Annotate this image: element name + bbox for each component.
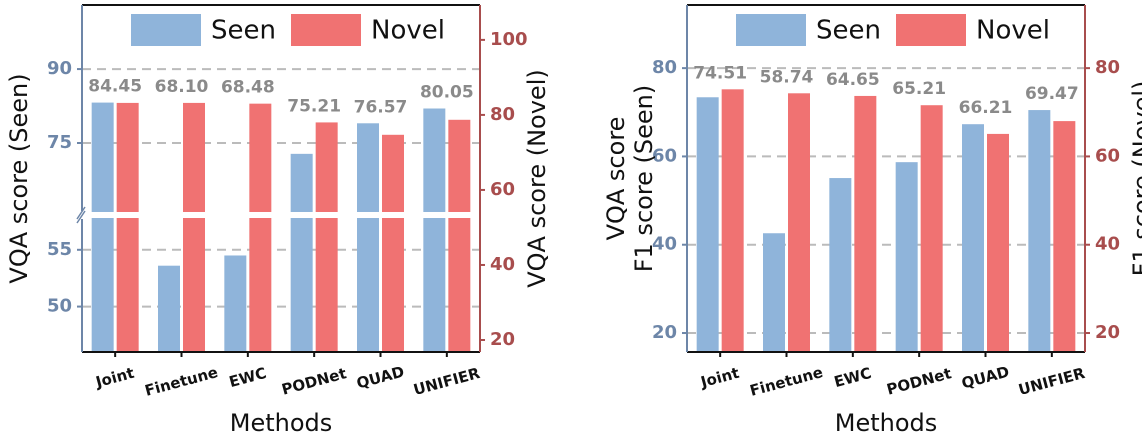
x-tick-label: QUAD: [960, 363, 1012, 393]
x-tick-label: Joint: [93, 364, 136, 392]
annotation: 68.10: [155, 77, 209, 97]
x-tick-label: UNIFIER: [1017, 364, 1088, 399]
legend-swatch: [291, 14, 361, 46]
legend-label: Novel: [976, 16, 1050, 46]
bar: [920, 105, 943, 352]
x-tick-label: QUAD: [355, 363, 407, 393]
y-axis-label: F1 score (Seen): [630, 85, 658, 273]
y-axis-label: VQA score (Seen): [5, 73, 33, 283]
annotation: 68.48: [221, 78, 275, 98]
bar: [829, 178, 852, 352]
x-tick-label: EWC: [227, 364, 268, 391]
y2-tick-label: 60: [490, 179, 515, 200]
y-tick-label: 90: [47, 58, 72, 79]
y-tick-label: 55: [47, 239, 72, 260]
bar: [116, 102, 139, 352]
annotation: 66.21: [959, 98, 1013, 118]
y2-tick-label: 40: [1095, 234, 1120, 255]
bar: [1053, 121, 1076, 352]
annotation: 65.21: [892, 79, 946, 99]
x-axis-label: Methods: [230, 409, 333, 437]
bar: [423, 108, 446, 352]
y2-tick-label: 80: [1095, 57, 1120, 78]
y-tick-label: 50: [47, 296, 72, 317]
legend-label: Novel: [371, 16, 445, 46]
y2-tick-label: 20: [490, 329, 515, 350]
y2-tick-label: 80: [490, 104, 515, 125]
y-tick-label: 40: [652, 234, 677, 255]
annotation: 76.57: [354, 97, 408, 117]
x-tick-label: PODNet: [885, 364, 954, 398]
x-tick-label: EWC: [832, 364, 873, 391]
y2-tick-label: 40: [490, 254, 515, 275]
bar: [290, 153, 313, 352]
x-axis-label: Methods: [835, 409, 938, 437]
y-axis-label: VQA score: [602, 117, 630, 241]
legend-swatch: [131, 14, 201, 46]
bar: [91, 102, 114, 352]
bar: [721, 89, 744, 352]
legend-label: Seen: [816, 16, 881, 46]
bar: [249, 103, 272, 352]
x-tick-label: UNIFIER: [412, 364, 483, 399]
annotation: 75.21: [287, 96, 341, 116]
bar: [448, 119, 471, 352]
legend-label: Seen: [211, 16, 276, 46]
panel: 20 40 60 80 20 40 60 80 74.51 58.74 64.65 65.21 66.2…: [602, 4, 1142, 437]
annotation: 69.47: [1025, 84, 1079, 104]
axis-break-gap: [83, 212, 479, 218]
bar: [854, 95, 877, 352]
y2-axis-label: F1 score (Novel): [1128, 81, 1142, 277]
y-tick-label: 80: [652, 57, 677, 78]
bar: [1028, 110, 1051, 352]
bar: [962, 124, 984, 352]
annotation: 64.65: [826, 70, 880, 90]
legend-swatch: [736, 14, 806, 46]
y-tick-label: 75: [47, 132, 72, 153]
bar: [183, 102, 205, 352]
bar: [788, 93, 810, 352]
bar: [158, 265, 180, 352]
y-tick-label: 20: [652, 322, 677, 343]
y2-tick-label: 20: [1095, 322, 1120, 343]
y2-tick-label: 100: [490, 29, 528, 50]
bar: [315, 122, 338, 352]
bar: [987, 133, 1009, 352]
x-tick-label: Finetune: [748, 363, 825, 400]
y2-tick-label: 60: [1095, 145, 1120, 166]
y-tick-label: 60: [652, 145, 677, 166]
x-tick-label: Joint: [698, 364, 741, 392]
bar: [357, 123, 379, 353]
y2-axis-label: VQA score (Novel): [523, 69, 551, 287]
bar: [696, 97, 719, 352]
bar: [382, 134, 404, 352]
bar: [224, 255, 247, 352]
x-tick-label: Finetune: [143, 363, 220, 400]
bar: [895, 162, 918, 352]
annotation: 74.51: [693, 63, 747, 83]
annotation: 58.74: [760, 67, 814, 87]
bar: [763, 233, 785, 352]
legend-swatch: [896, 14, 966, 46]
axis-break-mark: [76, 206, 86, 220]
annotation: 84.45: [88, 77, 142, 97]
axis-break-mark: [76, 210, 86, 224]
annotation: 80.05: [420, 83, 474, 103]
panel: 50 55 75 90 20 40 60 80 100 84.45 68.10 68.48 75.21 7…: [5, 4, 551, 437]
x-tick-label: PODNet: [280, 364, 349, 398]
